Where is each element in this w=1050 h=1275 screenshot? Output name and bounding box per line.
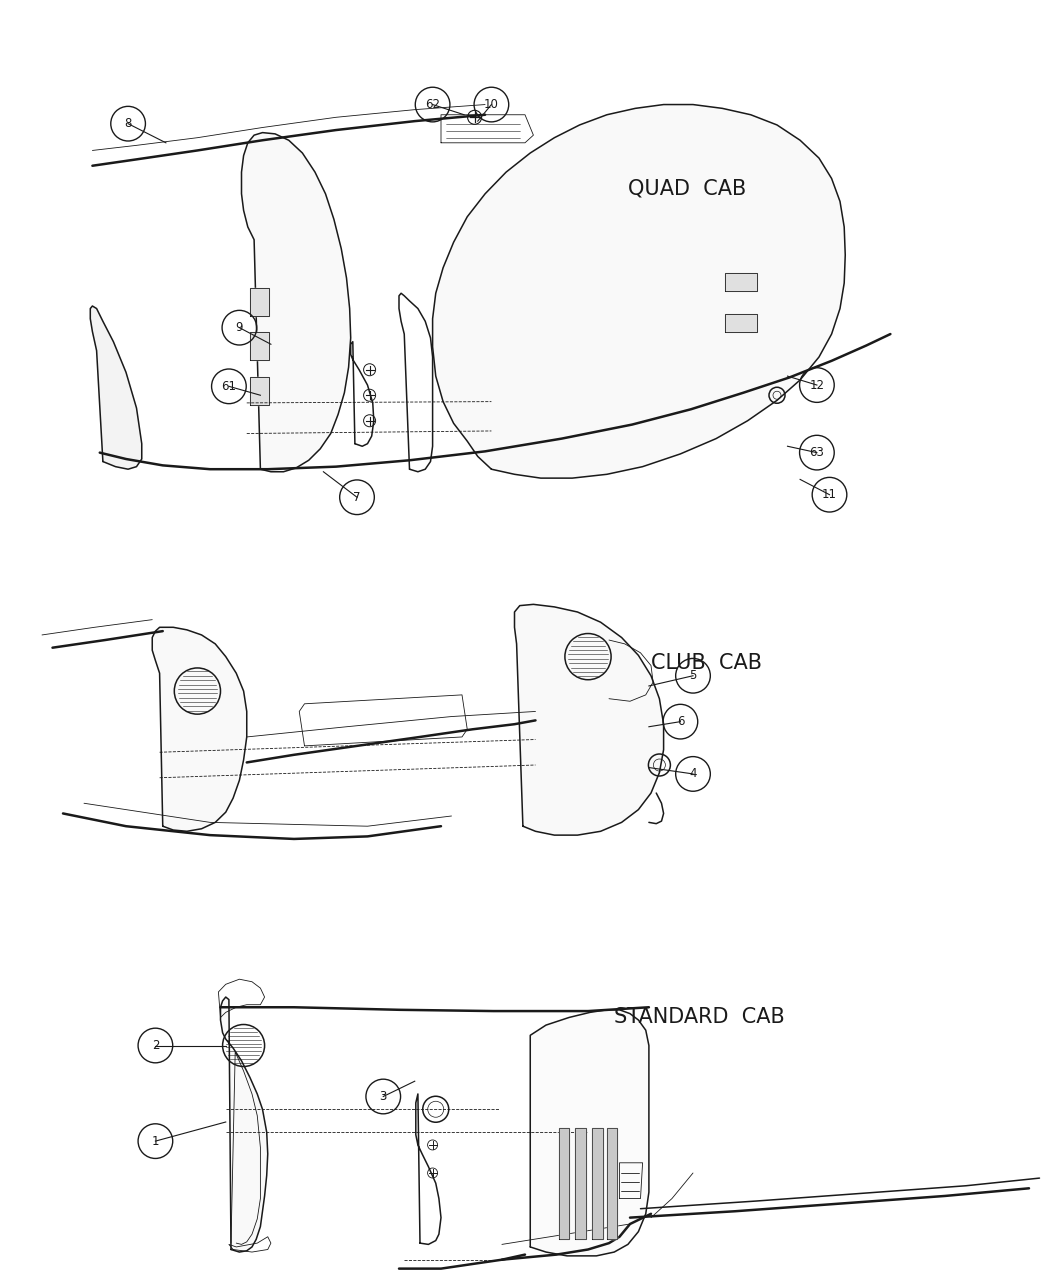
- Text: 63: 63: [810, 446, 824, 459]
- Text: 6: 6: [676, 715, 685, 728]
- Text: 61: 61: [222, 380, 236, 393]
- Text: 10: 10: [484, 98, 499, 111]
- Text: 62: 62: [425, 98, 440, 111]
- Polygon shape: [530, 1010, 649, 1256]
- Text: 9: 9: [235, 321, 244, 334]
- Text: 4: 4: [689, 768, 697, 780]
- Polygon shape: [575, 1128, 586, 1239]
- Text: QUAD  CAB: QUAD CAB: [628, 179, 747, 199]
- Polygon shape: [152, 627, 247, 831]
- Text: 11: 11: [822, 488, 837, 501]
- Text: 8: 8: [124, 117, 132, 130]
- Polygon shape: [724, 273, 756, 291]
- Polygon shape: [242, 133, 351, 472]
- Polygon shape: [250, 288, 269, 316]
- Text: STANDARD  CAB: STANDARD CAB: [614, 1007, 785, 1028]
- Polygon shape: [607, 1128, 617, 1239]
- Text: 1: 1: [151, 1135, 160, 1148]
- Polygon shape: [514, 604, 664, 835]
- Polygon shape: [250, 377, 269, 405]
- Text: 7: 7: [353, 491, 361, 504]
- Polygon shape: [724, 314, 756, 332]
- Text: 12: 12: [810, 379, 824, 391]
- Polygon shape: [220, 997, 268, 1252]
- Text: 3: 3: [379, 1090, 387, 1103]
- Polygon shape: [433, 105, 845, 478]
- Polygon shape: [90, 306, 142, 469]
- Polygon shape: [250, 332, 269, 360]
- Polygon shape: [559, 1128, 569, 1239]
- Text: CLUB  CAB: CLUB CAB: [651, 653, 762, 673]
- Text: 5: 5: [689, 669, 697, 682]
- Text: 2: 2: [151, 1039, 160, 1052]
- Polygon shape: [592, 1128, 603, 1239]
